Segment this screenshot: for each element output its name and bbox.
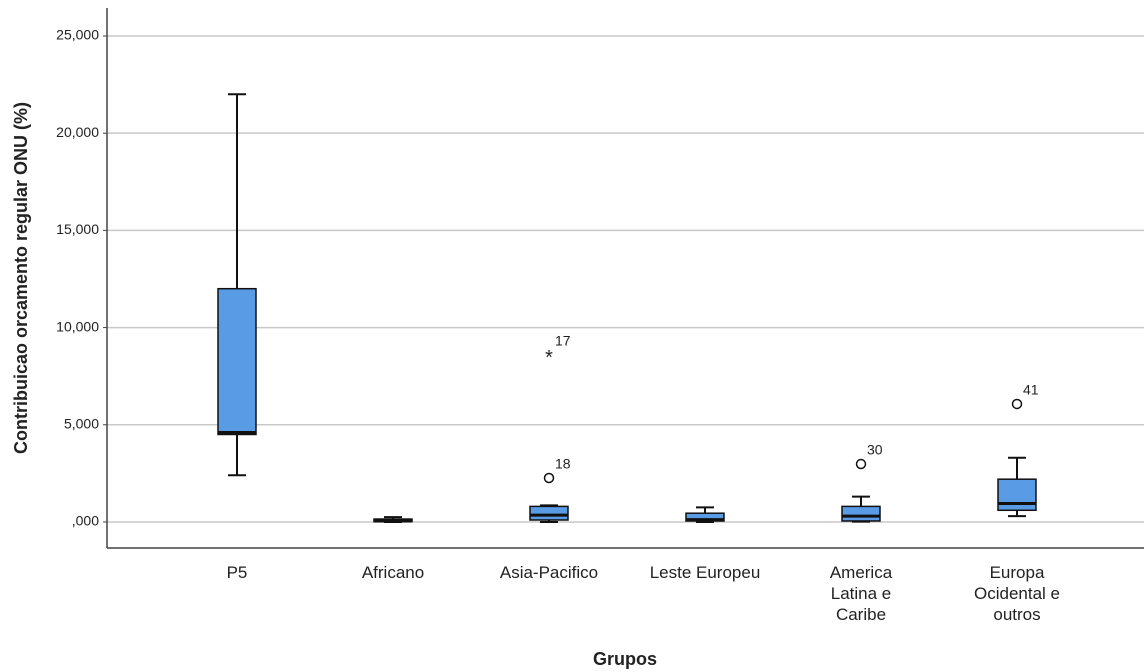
box (217, 287, 257, 436)
outlier-label: 30 (867, 442, 883, 458)
box (841, 505, 881, 522)
x-tick-label: Africano (361, 563, 425, 582)
outlier-star: * (545, 347, 553, 369)
y-axis-title: Contribuicao orcamento regular ONU (%) (11, 102, 31, 454)
x-axis-title: Grupos (593, 649, 657, 669)
box (997, 478, 1037, 512)
x-tick-label: Leste Europeu (649, 563, 761, 582)
y-tick-label: 25,000 (56, 27, 99, 43)
y-tick-label: 20,000 (56, 124, 99, 140)
y-tick-label: 15,000 (56, 221, 99, 237)
x-tick-label: America Latina e Caribe (829, 563, 893, 624)
outlier-circle (1011, 398, 1023, 410)
outlier-circle (855, 458, 867, 470)
outlier-label: 18 (555, 456, 571, 472)
outlier-label: 41 (1023, 382, 1039, 398)
box (529, 505, 569, 521)
x-tick-label: P5 (226, 563, 248, 582)
outlier-circle (543, 472, 555, 484)
y-tick-label: 10,000 (56, 318, 99, 334)
x-tick-label: Europa Ocidental e outros (974, 563, 1060, 624)
x-tick-label: Asia-Pacifico (499, 563, 599, 582)
outlier-label: 17 (555, 332, 571, 348)
y-tick-label: ,000 (72, 513, 99, 529)
y-tick-label: 5,000 (64, 415, 99, 431)
